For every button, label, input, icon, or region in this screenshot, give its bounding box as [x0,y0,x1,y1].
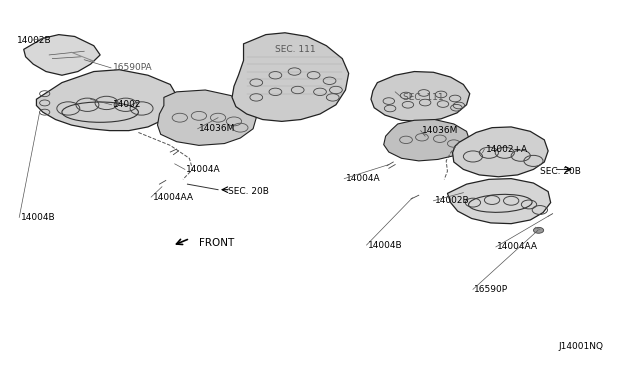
Text: 14004B: 14004B [368,241,403,250]
Text: 16590PA: 16590PA [113,63,152,72]
Text: FRONT: FRONT [199,238,234,248]
Text: SEC. 20B: SEC. 20B [540,167,580,176]
Polygon shape [452,127,548,177]
Text: 14004A: 14004A [186,165,221,174]
Text: SEC. 111: SEC. 111 [275,45,316,54]
Polygon shape [157,90,256,145]
Text: 14002B: 14002B [17,36,52,45]
Polygon shape [232,33,349,121]
Polygon shape [36,70,177,131]
Text: SEC. 20B: SEC. 20B [228,187,268,196]
Text: J14001NQ: J14001NQ [559,342,604,351]
Polygon shape [24,35,100,75]
Text: 14002: 14002 [113,100,141,109]
Text: 14002B: 14002B [435,196,469,205]
Text: 14004AA: 14004AA [497,243,538,251]
Text: 14036M: 14036M [422,126,458,135]
Polygon shape [384,119,470,161]
Text: 14002+A: 14002+A [486,145,528,154]
Text: 14004A: 14004A [346,174,380,183]
Text: 14004B: 14004B [20,213,55,222]
Text: SEC. 111: SEC. 111 [403,93,444,102]
Polygon shape [371,71,470,121]
Text: 14036M: 14036M [199,124,236,133]
Circle shape [534,227,543,233]
Text: 14004AA: 14004AA [153,193,194,202]
Text: 16590P: 16590P [474,285,508,294]
Polygon shape [447,179,550,224]
